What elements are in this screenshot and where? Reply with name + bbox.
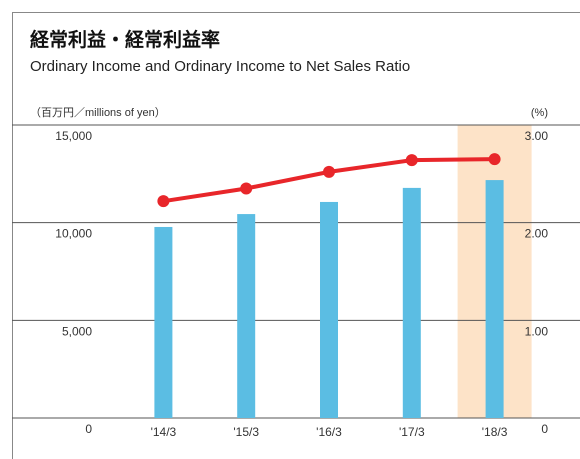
bar (237, 214, 256, 418)
bar (320, 201, 338, 418)
bar (154, 226, 173, 418)
point (488, 153, 501, 166)
y-tick-label: 10,000 (55, 227, 92, 241)
chart-subtitle: Ordinary Income and Ordinary Income to N… (30, 58, 410, 75)
x-tick-label: '14/3 (151, 425, 177, 439)
frame (12, 12, 580, 459)
y-tick-label: 5,000 (62, 324, 92, 338)
y-tick-label: 15,000 (55, 129, 92, 143)
x-tick-label: '15/3 (233, 425, 259, 439)
y2-tick-label: 3.00 (525, 129, 549, 143)
point (405, 154, 418, 167)
y2-axis-label: (%) (531, 107, 548, 119)
y2-tick-label: 2.00 (525, 227, 549, 241)
y2-tick-label: 1.00 (525, 324, 549, 338)
bar (485, 180, 504, 418)
y-axis-label: （百万円／millions of yen） (30, 106, 166, 119)
x-tick-label: '17/3 (399, 425, 425, 439)
y2-tick-label: 0 (541, 422, 548, 436)
point (157, 195, 170, 208)
chart-title: 経常利益・経常利益率 (30, 28, 220, 51)
y-tick-label: 0 (85, 422, 92, 436)
x-tick-label: '16/3 (316, 425, 342, 439)
x-tick-label: '18/3 (482, 425, 508, 439)
point (240, 182, 253, 195)
line (163, 157, 495, 204)
point (323, 165, 335, 178)
bar (402, 187, 421, 418)
